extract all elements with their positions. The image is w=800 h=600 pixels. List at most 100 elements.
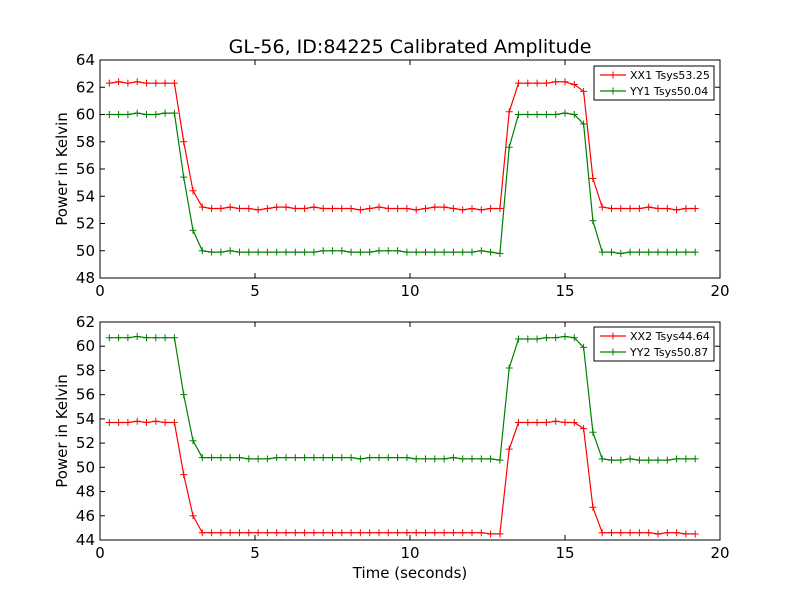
data-point (589, 217, 597, 225)
series-line (109, 112, 696, 255)
data-point (329, 247, 336, 255)
data-point (533, 335, 541, 343)
data-point (115, 78, 123, 86)
data-point (189, 437, 197, 445)
data-point (505, 143, 513, 151)
data-point (505, 445, 513, 453)
legend-box (593, 65, 715, 101)
data-point (552, 417, 560, 425)
data-point (682, 248, 690, 256)
data-point (533, 419, 541, 427)
data-point (598, 203, 606, 211)
data-point (626, 248, 634, 256)
data-point (654, 248, 662, 256)
data-point (505, 364, 513, 372)
y-tick-label: 50 (76, 242, 95, 260)
data-point (691, 248, 699, 256)
data-point (319, 454, 327, 462)
data-point (487, 248, 495, 256)
y-tick-label: 58 (76, 361, 95, 379)
data-point (180, 391, 188, 399)
data-point (105, 419, 113, 427)
data-point (524, 335, 532, 343)
data-point (254, 529, 262, 537)
data-point (329, 205, 336, 213)
data-point (394, 205, 402, 213)
data-point (180, 173, 188, 181)
y-tick-label: 60 (76, 337, 95, 355)
data-point (691, 455, 699, 463)
data-point (236, 248, 243, 256)
data-point (301, 529, 309, 537)
data-point (226, 529, 234, 537)
data-point (673, 248, 681, 256)
data-point (682, 455, 690, 463)
data-point (254, 248, 262, 256)
data-point (217, 529, 225, 537)
data-point (608, 529, 615, 537)
y-tick-label: 50 (76, 458, 95, 476)
y-tick-label: 48 (76, 269, 95, 287)
data-point (403, 454, 411, 462)
data-point (189, 187, 197, 195)
data-point (356, 206, 364, 214)
data-point (561, 109, 569, 117)
data-point (152, 79, 160, 87)
data-point (291, 205, 299, 213)
data-point (105, 79, 113, 87)
data-point (580, 87, 588, 95)
data-point (356, 529, 364, 537)
data-point (375, 529, 383, 537)
data-point (431, 248, 439, 256)
y-tick-label: 58 (76, 133, 95, 151)
data-point (310, 529, 318, 537)
data-point (412, 248, 420, 256)
data-point (273, 454, 281, 462)
data-point (626, 529, 634, 537)
data-point (329, 454, 336, 462)
data-point (617, 529, 625, 537)
data-point (422, 455, 429, 463)
data-point (608, 248, 615, 256)
data-point (115, 334, 123, 342)
legend: XX1 Tsys53.25 YY1 Tsys50.04 (593, 65, 715, 101)
data-point (459, 248, 467, 256)
data-point (449, 454, 457, 462)
data-point (170, 419, 178, 427)
data-point (236, 529, 243, 537)
data-point (580, 120, 588, 128)
data-point (663, 205, 671, 213)
data-point (291, 454, 299, 462)
data-point (338, 529, 346, 537)
data-point (245, 529, 253, 537)
data-point (170, 334, 178, 342)
data-point (319, 529, 327, 537)
data-point (384, 247, 392, 255)
data-point (449, 205, 457, 213)
data-point (468, 529, 476, 537)
data-point (412, 529, 420, 537)
data-point (170, 109, 178, 117)
data-point (143, 79, 150, 87)
data-point (589, 175, 597, 183)
data-point (635, 456, 643, 464)
legend-label: YY1 Tsys50.04 (629, 85, 708, 98)
data-point (170, 79, 178, 87)
data-point (626, 455, 634, 463)
data-point (375, 203, 383, 211)
data-point (273, 529, 281, 537)
data-point (608, 205, 615, 213)
legend-box (593, 326, 715, 362)
chart-title: GL-56, ID:84225 Calibrated Amplitude (229, 36, 592, 58)
data-point (691, 530, 699, 538)
data-point (366, 454, 374, 462)
data-point (310, 454, 318, 462)
data-point (515, 111, 522, 118)
data-point (152, 334, 160, 342)
data-point (319, 247, 327, 255)
data-point (570, 334, 578, 342)
data-point (226, 203, 234, 211)
data-point (133, 109, 141, 117)
data-point (403, 248, 411, 256)
